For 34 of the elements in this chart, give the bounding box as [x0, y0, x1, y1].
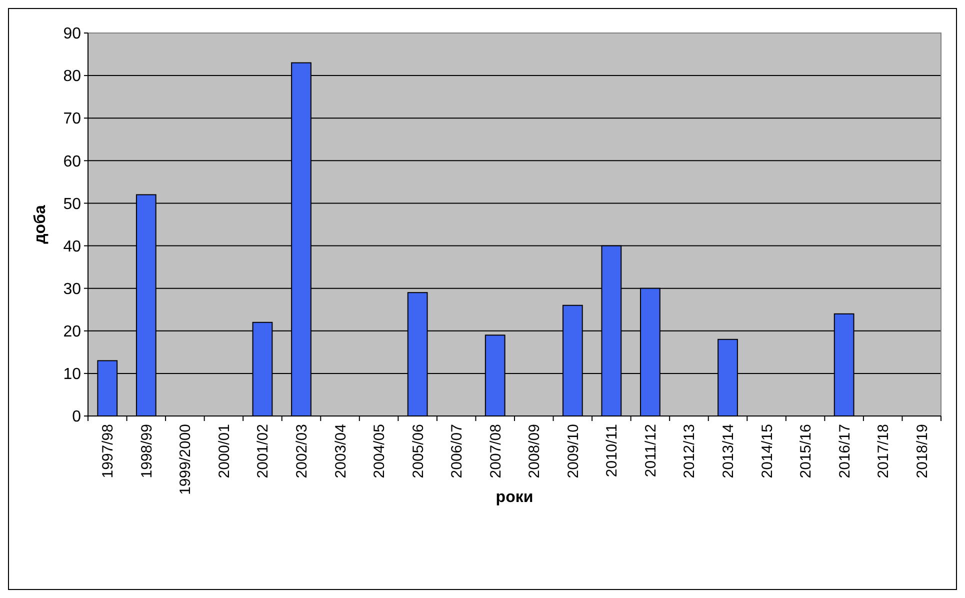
y-tick-label: 70	[63, 110, 82, 128]
x-tick-label: 1997/98	[100, 424, 117, 478]
x-tick-label: 2005/06	[410, 424, 427, 478]
y-tick-label: 60	[63, 153, 82, 170]
y-tick-label: 80	[63, 68, 82, 86]
x-tick-label: 2001/02	[254, 424, 272, 478]
x-tick-label: 2013/14	[720, 424, 737, 478]
x-tick-label: 2012/13	[681, 424, 698, 478]
x-tick-label: 2017/18	[875, 424, 892, 478]
x-tick-label: 2003/04	[332, 424, 350, 478]
x-axis-title: роки	[496, 489, 534, 506]
x-tick-label: 2006/07	[448, 424, 466, 478]
y-tick-label: 30	[63, 280, 82, 298]
x-tick-label: 2014/15	[758, 424, 776, 478]
x-tick-label: 2016/17	[836, 424, 854, 478]
x-tick-label: 1999/2000	[177, 424, 194, 495]
x-tick-label: 2018/19	[914, 424, 931, 478]
x-tick-label: 2015/16	[798, 424, 815, 478]
y-tick-label: 0	[72, 408, 82, 426]
x-tick-label: 1998/99	[138, 424, 156, 478]
x-tick-label: 2000/01	[216, 424, 233, 478]
x-tick-label: 2009/10	[564, 424, 582, 478]
x-tick-label: 2004/05	[371, 424, 388, 478]
y-tick-label: 20	[63, 323, 82, 340]
x-tick-label: 2010/11	[604, 424, 621, 478]
y-tick-label: 40	[63, 238, 82, 256]
y-tick-label: 50	[63, 196, 82, 213]
x-tick-label: 2008/09	[526, 424, 544, 478]
x-tick-label: 2002/03	[294, 424, 310, 478]
y-axis-title: доба	[32, 205, 49, 244]
x-tick-label: 2011/12	[642, 424, 660, 478]
y-tick-label: 90	[63, 26, 82, 43]
x-tick-label: 2007/08	[487, 424, 504, 478]
y-tick-label: 10	[63, 366, 82, 384]
